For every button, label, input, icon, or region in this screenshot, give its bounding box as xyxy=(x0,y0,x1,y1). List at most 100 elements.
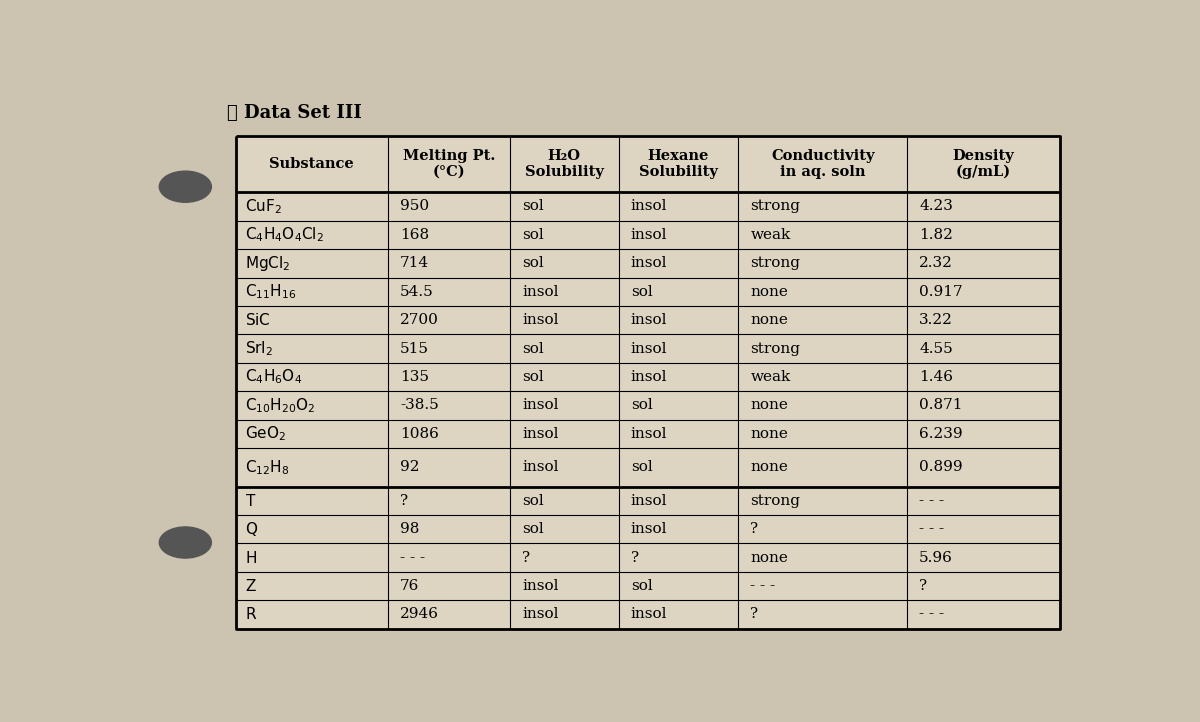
Text: strong: strong xyxy=(750,342,800,356)
Text: $\mathregular{GeO_2}$: $\mathregular{GeO_2}$ xyxy=(245,425,286,443)
Text: $\mathregular{C_{10}H_{20}O_2}$: $\mathregular{C_{10}H_{20}O_2}$ xyxy=(245,396,316,415)
Text: insol: insol xyxy=(631,313,667,327)
Text: sol: sol xyxy=(631,579,653,593)
Text: insol: insol xyxy=(631,607,667,622)
Text: sol: sol xyxy=(522,370,544,384)
Text: 168: 168 xyxy=(400,228,430,242)
Text: ?: ? xyxy=(631,551,638,565)
Text: insol: insol xyxy=(522,579,558,593)
Text: strong: strong xyxy=(750,256,800,270)
Text: $\mathregular{C_{12}H_8}$: $\mathregular{C_{12}H_8}$ xyxy=(245,458,289,477)
Text: ?: ? xyxy=(522,551,530,565)
Text: sol: sol xyxy=(522,199,544,214)
Text: sol: sol xyxy=(631,461,653,474)
Text: 714: 714 xyxy=(400,256,430,270)
Text: $\mathregular{MgCl_2}$: $\mathregular{MgCl_2}$ xyxy=(245,254,290,273)
Text: insol: insol xyxy=(522,607,558,622)
Text: insol: insol xyxy=(631,370,667,384)
Text: $\mathregular{C_4H_4O_4Cl_2}$: $\mathregular{C_4H_4O_4Cl_2}$ xyxy=(245,225,324,244)
Circle shape xyxy=(160,527,211,558)
Text: 6.239: 6.239 xyxy=(919,427,962,441)
Text: insol: insol xyxy=(522,461,558,474)
Text: sol: sol xyxy=(522,522,544,536)
Text: Hexane
Solubility: Hexane Solubility xyxy=(640,149,718,179)
Text: sol: sol xyxy=(522,256,544,270)
Text: $\mathregular{SrI_2}$: $\mathregular{SrI_2}$ xyxy=(245,339,274,358)
Text: H₂O
Solubility: H₂O Solubility xyxy=(524,149,604,179)
Text: ?: ? xyxy=(750,607,758,622)
Text: $\mathregular{CuF_2}$: $\mathregular{CuF_2}$ xyxy=(245,197,282,216)
Text: insol: insol xyxy=(631,199,667,214)
Text: $\mathregular{H}$: $\mathregular{H}$ xyxy=(245,549,257,565)
Text: 2946: 2946 xyxy=(400,607,439,622)
Text: 98: 98 xyxy=(400,522,420,536)
Text: $\mathregular{R}$: $\mathregular{R}$ xyxy=(245,606,257,622)
Text: 4.23: 4.23 xyxy=(919,199,953,214)
Text: Substance: Substance xyxy=(270,157,354,171)
Circle shape xyxy=(160,171,211,202)
Text: - - -: - - - xyxy=(919,522,944,536)
Text: $\mathregular{Z}$: $\mathregular{Z}$ xyxy=(245,578,257,594)
Text: Conductivity
in aq. soln: Conductivity in aq. soln xyxy=(770,149,875,179)
Text: none: none xyxy=(750,399,788,412)
Text: 5.96: 5.96 xyxy=(919,551,953,565)
Text: none: none xyxy=(750,313,788,327)
Text: 1.46: 1.46 xyxy=(919,370,953,384)
Text: 92: 92 xyxy=(400,461,420,474)
Text: 4.55: 4.55 xyxy=(919,342,953,356)
Text: insol: insol xyxy=(631,494,667,508)
Text: none: none xyxy=(750,551,788,565)
Text: strong: strong xyxy=(750,199,800,214)
Text: ✱ Data Set III: ✱ Data Set III xyxy=(227,105,362,123)
Text: - - -: - - - xyxy=(919,607,944,622)
Text: - - -: - - - xyxy=(400,551,425,565)
Text: sol: sol xyxy=(522,228,544,242)
Text: 135: 135 xyxy=(400,370,430,384)
Text: ?: ? xyxy=(750,522,758,536)
Text: sol: sol xyxy=(522,494,544,508)
Text: weak: weak xyxy=(750,370,791,384)
Text: 950: 950 xyxy=(400,199,430,214)
Text: 0.917: 0.917 xyxy=(919,284,962,299)
Text: $\mathregular{T}$: $\mathregular{T}$ xyxy=(245,492,257,509)
Text: insol: insol xyxy=(631,522,667,536)
Text: ?: ? xyxy=(400,494,408,508)
Text: 76: 76 xyxy=(400,579,420,593)
Text: Melting Pt.
(°C): Melting Pt. (°C) xyxy=(403,149,496,179)
Text: weak: weak xyxy=(750,228,791,242)
Text: insol: insol xyxy=(631,228,667,242)
Text: 0.871: 0.871 xyxy=(919,399,962,412)
Text: 2700: 2700 xyxy=(400,313,439,327)
Text: $\mathregular{C_{11}H_{16}}$: $\mathregular{C_{11}H_{16}}$ xyxy=(245,282,296,301)
Text: Density
(g/mL): Density (g/mL) xyxy=(953,149,1014,179)
Text: $\mathregular{Q}$: $\mathregular{Q}$ xyxy=(245,520,258,538)
Text: insol: insol xyxy=(522,313,558,327)
Text: 1086: 1086 xyxy=(400,427,439,441)
Text: ?: ? xyxy=(919,579,928,593)
Text: insol: insol xyxy=(522,427,558,441)
Text: - - -: - - - xyxy=(750,579,775,593)
Text: insol: insol xyxy=(522,399,558,412)
Text: insol: insol xyxy=(631,342,667,356)
Text: sol: sol xyxy=(631,399,653,412)
Text: $\mathregular{C_4H_6O_4}$: $\mathregular{C_4H_6O_4}$ xyxy=(245,367,302,386)
Text: insol: insol xyxy=(522,284,558,299)
Text: 3.22: 3.22 xyxy=(919,313,953,327)
Text: strong: strong xyxy=(750,494,800,508)
Text: sol: sol xyxy=(631,284,653,299)
Text: insol: insol xyxy=(631,256,667,270)
Text: none: none xyxy=(750,284,788,299)
Text: 54.5: 54.5 xyxy=(400,284,434,299)
Text: -38.5: -38.5 xyxy=(400,399,439,412)
Text: 2.32: 2.32 xyxy=(919,256,953,270)
Text: 0.899: 0.899 xyxy=(919,461,962,474)
Text: sol: sol xyxy=(522,342,544,356)
Text: $\mathregular{SiC}$: $\mathregular{SiC}$ xyxy=(245,312,270,329)
Text: 1.82: 1.82 xyxy=(919,228,953,242)
Text: insol: insol xyxy=(631,427,667,441)
Text: - - -: - - - xyxy=(919,494,944,508)
Text: 515: 515 xyxy=(400,342,430,356)
Bar xyxy=(235,136,1060,629)
Text: none: none xyxy=(750,461,788,474)
Text: none: none xyxy=(750,427,788,441)
